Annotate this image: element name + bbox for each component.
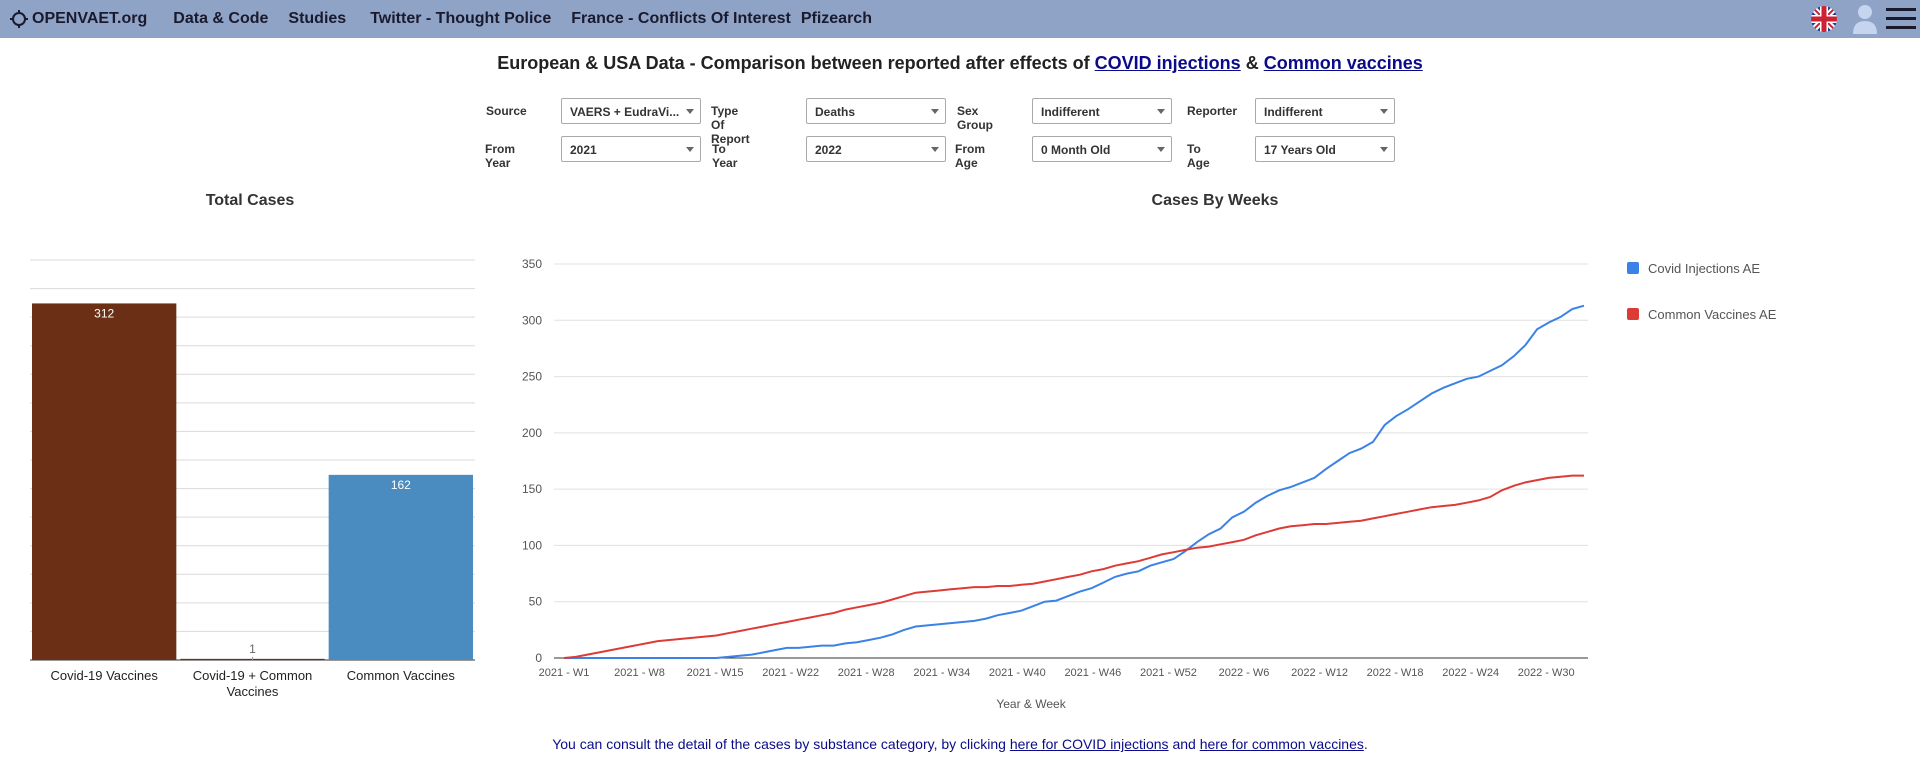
footer-text: You can consult the detail of the cases … [552, 736, 1010, 752]
common-vaccines-detail-link[interactable]: here for common vaccines [1199, 736, 1364, 752]
chevron-down-icon [1157, 147, 1165, 152]
source-select[interactable]: VAERS + EudraVi... [561, 98, 701, 124]
series-line-1 [563, 474, 1584, 659]
nav-pfizearch[interactable]: Pfizearch [800, 10, 872, 27]
sex-group-select[interactable]: Indifferent [1032, 98, 1172, 124]
chevron-down-icon [931, 147, 939, 152]
brand-name: OPENVAET.org [32, 10, 148, 27]
y-tick-label: 0 [535, 651, 542, 665]
bar-value-label: 162 [391, 478, 411, 492]
x-tick-label: 2021 - W34 [913, 667, 970, 679]
chevron-down-icon [1380, 109, 1388, 114]
user-avatar-icon[interactable] [1852, 3, 1878, 35]
legend-label-0: Covid Injections AE [1648, 261, 1760, 276]
from-year-select[interactable]: 2021 [561, 136, 701, 162]
nav-twitter-thought-police[interactable]: Twitter - Thought Police [370, 10, 552, 27]
nav-france-conflicts[interactable]: France - Conflicts Of Interest [571, 10, 791, 27]
filter-label-source: Source [486, 104, 527, 118]
nav-data-code[interactable]: Data & Code [173, 10, 269, 27]
x-tick-label: 2022 - W6 [1219, 667, 1270, 679]
filter-label-from-year: From Year [485, 142, 515, 170]
legend-swatch-0 [1627, 262, 1639, 274]
y-tick-label: 50 [529, 595, 543, 609]
chevron-down-icon [931, 109, 939, 114]
filter-label-type-of-report: Type Of Report [711, 104, 750, 146]
x-tick-label: 2021 - W52 [1140, 667, 1197, 679]
to-year-select[interactable]: 2022 [806, 136, 946, 162]
crosshair-logo-icon [10, 10, 28, 28]
brand[interactable]: OPENVAET.org [10, 10, 147, 28]
chevron-down-icon [1380, 147, 1388, 152]
chevron-down-icon [686, 147, 694, 152]
type-of-report-select[interactable]: Deaths [806, 98, 946, 124]
filter-label-from-age: From Age [955, 142, 985, 170]
x-tick-label: 2021 - W40 [989, 667, 1046, 679]
y-tick-label: 150 [522, 482, 542, 496]
y-tick-label: 300 [522, 313, 542, 327]
filter-label-to-year: To Year [712, 142, 738, 170]
page-title-ampersand: & [1240, 53, 1264, 73]
bar-value-label: 312 [94, 306, 114, 320]
page-title-text: European & USA Data - Comparison between… [497, 53, 1095, 73]
chevron-down-icon [1157, 109, 1165, 114]
hamburger-menu-icon[interactable] [1886, 6, 1916, 32]
page-title: European & USA Data - Comparison between… [0, 53, 1920, 74]
footer-note: You can consult the detail of the cases … [0, 736, 1920, 752]
chevron-down-icon [686, 109, 694, 114]
bar-2 [328, 474, 473, 660]
x-tick-label: 2021 - W1 [539, 667, 590, 679]
nav-studies[interactable]: Studies [288, 10, 347, 27]
x-tick-label: 2021 - W22 [762, 667, 819, 679]
y-tick-label: 350 [522, 257, 542, 271]
x-tick-label: 2021 - W28 [838, 667, 895, 679]
cases-by-weeks-chart-title: Cases By Weeks [1151, 192, 1279, 209]
x-tick-label: 2022 - W12 [1291, 667, 1348, 679]
legend-swatch-1 [1627, 308, 1639, 320]
bar-value-label: 1 [249, 642, 256, 656]
filter-label-reporter: Reporter [1187, 104, 1238, 118]
footer-and-text: and [1168, 736, 1200, 752]
reporter-select[interactable]: Indifferent [1255, 98, 1395, 124]
filter-label-sex-group: Sex Group [957, 104, 993, 132]
bar-category-label: Vaccines [227, 684, 279, 699]
x-tick-label: 2021 - W15 [687, 667, 744, 679]
covid-injections-link[interactable]: COVID injections [1094, 53, 1241, 73]
bar-0 [32, 303, 177, 660]
footer-period: . [1363, 736, 1368, 752]
x-axis-title: Year & Week [996, 697, 1066, 711]
total-cases-bar-chart: 312 Covid-19 Vaccines 1 Covid-19 + CommonVa… [30, 259, 475, 699]
from-age-select[interactable]: 0 Month Old [1032, 136, 1172, 162]
y-tick-label: 250 [522, 370, 542, 384]
series-line-0 [564, 304, 1585, 659]
bar-category-label: Covid-19 + Common [193, 668, 313, 683]
to-age-select[interactable]: 17 Years Old [1255, 136, 1395, 162]
x-tick-label: 2022 - W30 [1518, 667, 1575, 679]
total-cases-chart-title: Total Cases [205, 192, 295, 209]
bar-category-label: Common Vaccines [347, 668, 456, 683]
legend-label-1: Common Vaccines AE [1648, 307, 1777, 322]
common-vaccines-link[interactable]: Common vaccines [1263, 53, 1423, 73]
covid-injections-detail-link[interactable]: here for COVID injections [1009, 736, 1169, 752]
top-navbar: OPENVAET.org Data & Code Studies Twitter… [0, 0, 1920, 38]
x-tick-label: 2022 - W24 [1442, 667, 1499, 679]
y-tick-label: 100 [522, 538, 542, 552]
x-tick-label: 2021 - W8 [614, 667, 665, 679]
y-tick-label: 200 [522, 426, 542, 440]
filter-label-to-age: To Age [1187, 142, 1210, 170]
cases-by-weeks-line-chart: 0 50 100 150 200 250 300 350 2021 - W1 2021 - W8 2… [522, 257, 1777, 711]
x-tick-label: 2021 - W46 [1064, 667, 1121, 679]
uk-flag-icon[interactable] [1810, 5, 1838, 33]
x-tick-label: 2022 - W18 [1367, 667, 1424, 679]
bar-category-label: Covid-19 Vaccines [50, 668, 158, 683]
